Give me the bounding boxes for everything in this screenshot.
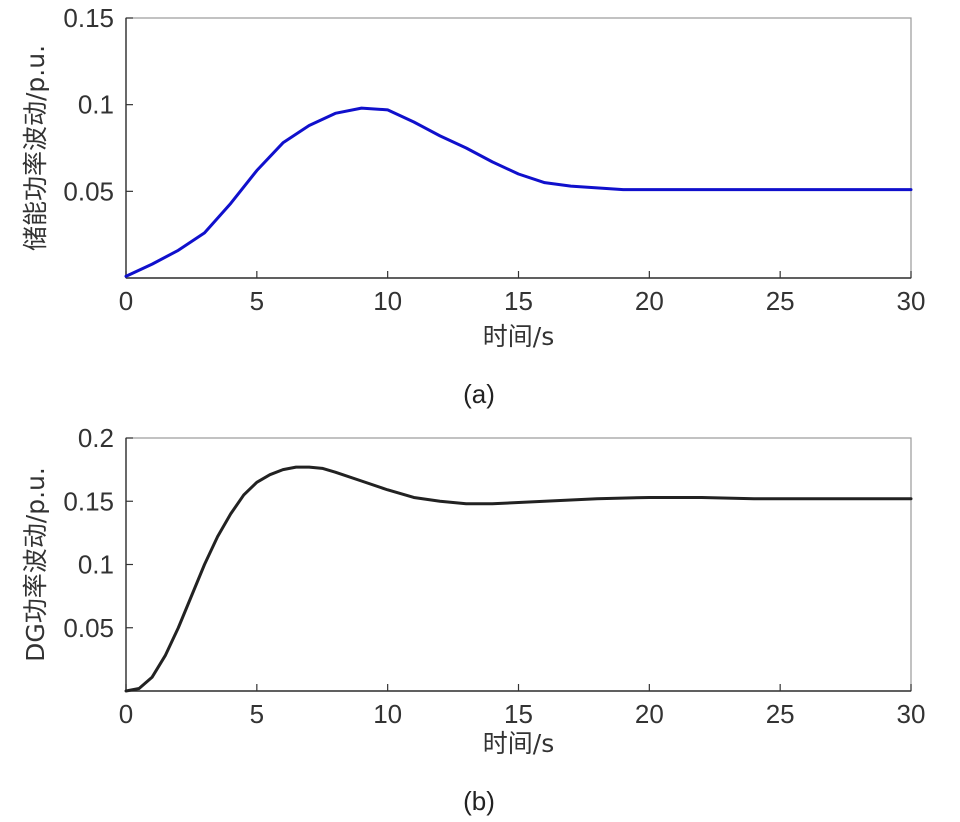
x-tick-label: 30 [897,286,926,316]
chart-a: 0 5 10 15 20 25 30 0.05 0.1 0.15 时间/s 储能功率波动/p.u. (a… [21,3,925,409]
plot-frame [125,17,912,279]
x-tick-label: 10 [373,699,402,729]
x-tick-label: 20 [635,286,664,316]
x-tick-label: 30 [897,699,926,729]
x-tick-label: 0 [119,699,133,729]
y-tick-label: 0.1 [78,90,114,120]
figure-caption: (a) [463,379,495,409]
x-tick-label: 20 [635,699,664,729]
x-tick-label: 5 [250,699,264,729]
x-axis-label: 时间/s [483,322,554,351]
y-tick-label: 0.05 [63,613,114,643]
y-axis-label: DG功率波动/p.u. [21,467,50,662]
series-line [124,465,913,693]
y-axis-label: 储能功率波动/p.u. [21,45,50,251]
x-axis-label: 时间/s [483,729,554,758]
chart-b: 0 5 10 15 20 25 30 0.05 0.1 0.15 0.2 时间/s DG功率波动/p.u… [21,423,925,816]
x-tick-label: 0 [119,286,133,316]
y-tick-label: 0.15 [63,3,114,33]
y-tick-label: 0.2 [78,423,114,453]
x-tick-label: 25 [766,286,795,316]
x-tick-label: 25 [766,699,795,729]
y-tick-label: 0.15 [63,486,114,516]
x-tick-label: 15 [504,286,533,316]
plot-frame [125,437,912,692]
y-tick-label: 0.05 [63,176,114,206]
x-tick-label: 10 [373,286,402,316]
x-tick-label: 15 [504,699,533,729]
x-tick-label: 5 [250,286,264,316]
figure-caption: (b) [463,786,495,816]
y-tick-label: 0.1 [78,550,114,580]
series-line [124,106,913,278]
